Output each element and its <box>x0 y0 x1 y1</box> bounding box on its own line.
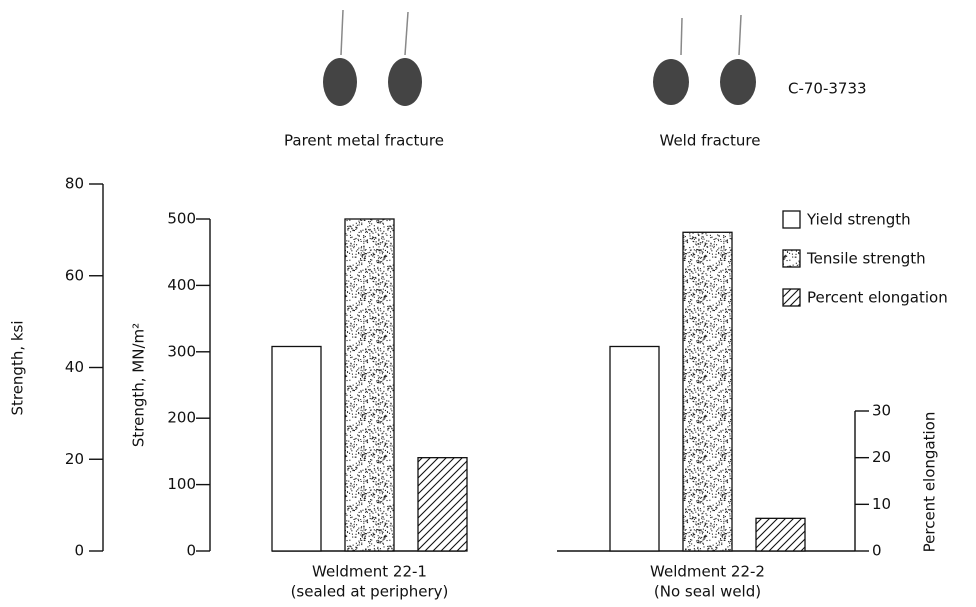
tick-label: 10 <box>872 495 891 513</box>
x-tick-sublabel: (No seal weld) <box>654 583 761 601</box>
y3-axis-label: Strength, ksi <box>9 320 27 415</box>
tick-label: 80 <box>65 175 84 193</box>
y-axis-label: Strength, MN/m² <box>130 323 148 447</box>
tick-label: 0 <box>186 542 196 560</box>
bar <box>345 219 394 551</box>
chart: Parent metal fracture Weld fracture C-70… <box>0 0 976 607</box>
bar <box>418 458 467 551</box>
x-tick-label: Weldment 22-1 <box>312 563 427 581</box>
tick-label: 300 <box>167 342 196 360</box>
annotation: Weld fracture <box>660 132 761 150</box>
tick-label: 30 <box>872 402 891 420</box>
tick-label: 500 <box>167 210 196 228</box>
legend-label: Tensile strength <box>806 250 926 268</box>
legend-swatch <box>783 211 800 228</box>
bar <box>683 232 732 551</box>
tick-label: 200 <box>167 409 196 427</box>
tick-label: 0 <box>872 542 882 560</box>
x-tick-sublabel: (sealed at periphery) <box>291 583 449 601</box>
tick-label: 0 <box>74 542 84 560</box>
tick-label: 20 <box>872 448 891 466</box>
tick-label: 20 <box>65 450 84 468</box>
legend-swatch <box>783 250 800 267</box>
bar <box>272 346 321 551</box>
y2-axis-label: Percent elongation <box>921 412 939 553</box>
legend-swatch <box>783 289 800 306</box>
bar <box>610 346 659 551</box>
annotation: Parent metal fracture <box>284 132 444 150</box>
tick-label: 400 <box>167 276 196 294</box>
tick-label: 100 <box>167 475 196 493</box>
legend-label: Percent elongation <box>807 289 948 307</box>
bar <box>756 518 805 551</box>
annotation: C-70-3733 <box>788 80 867 98</box>
legend-label: Yield strength <box>806 211 911 229</box>
tick-label: 40 <box>65 358 84 376</box>
tick-label: 60 <box>65 266 84 284</box>
specimen-photos <box>323 10 756 106</box>
x-tick-label: Weldment 22-2 <box>650 563 765 581</box>
